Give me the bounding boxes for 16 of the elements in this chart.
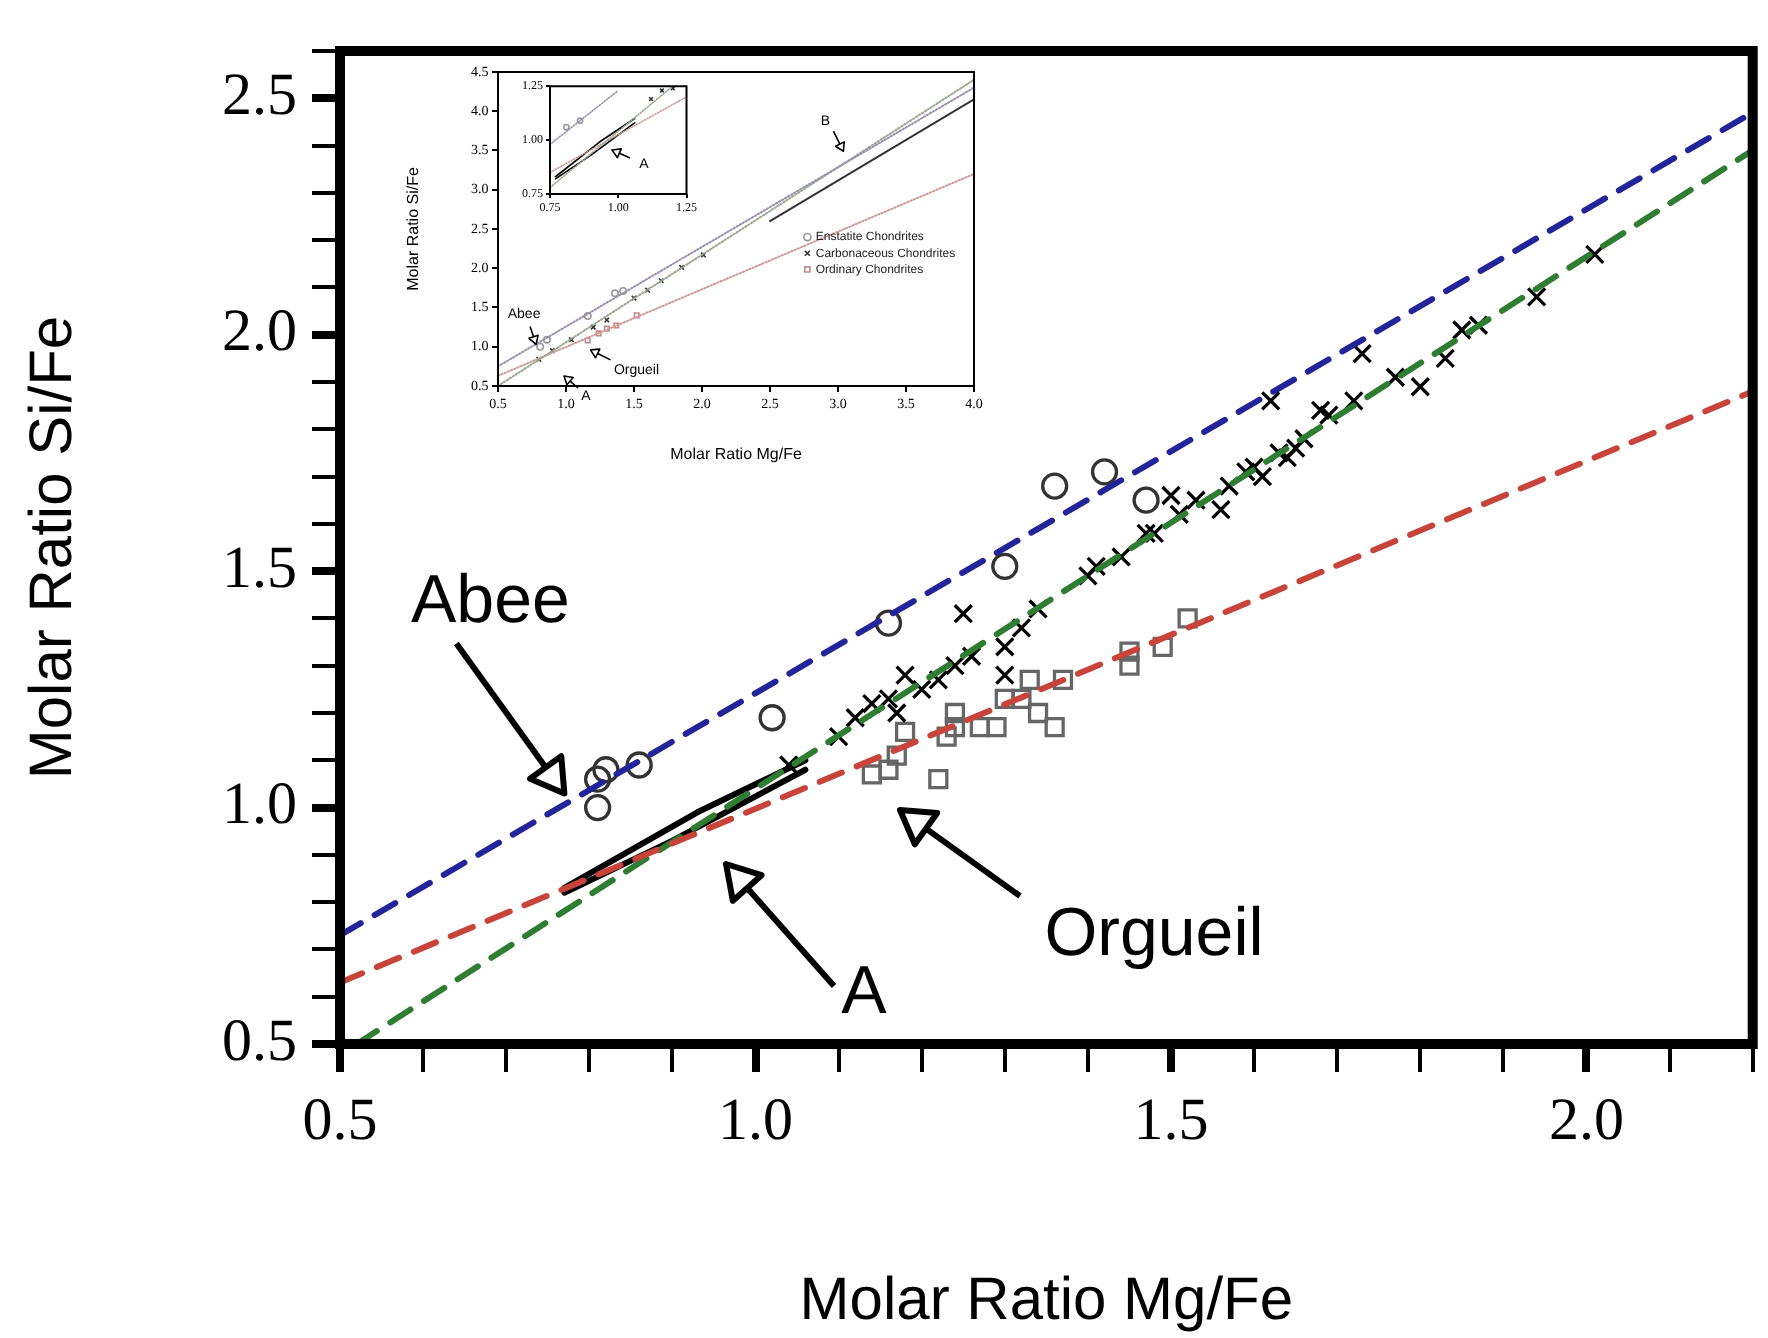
x-tick-label: 1.5 — [1133, 1086, 1209, 1153]
x-axis-title: Molar Ratio Mg/Fe — [799, 1266, 1294, 1333]
annotation: Abee — [410, 562, 570, 639]
annotation: Orgueil — [1044, 894, 1264, 971]
x-tick-label: 2.0 — [1549, 1086, 1624, 1153]
annotation: A — [841, 952, 888, 1029]
y-tick-label: 2.0 — [222, 298, 297, 365]
x-tick-label: 0.5 — [302, 1086, 378, 1153]
x-axis-title: Molar Ratio Mg/Fe — [670, 444, 803, 463]
y-axis-title: Molar Ratio Si/Fe — [404, 166, 423, 291]
x-tick-label: 1.0 — [718, 1086, 793, 1153]
y-axis-title: Molar Ratio Si/Fe — [18, 315, 85, 780]
y-tick-label: 0.5 — [222, 1007, 297, 1074]
y-tick-label: 1.5 — [222, 534, 297, 601]
y-tick-label: 2.5 — [222, 62, 297, 129]
y-tick-label: 1.0 — [222, 771, 297, 838]
